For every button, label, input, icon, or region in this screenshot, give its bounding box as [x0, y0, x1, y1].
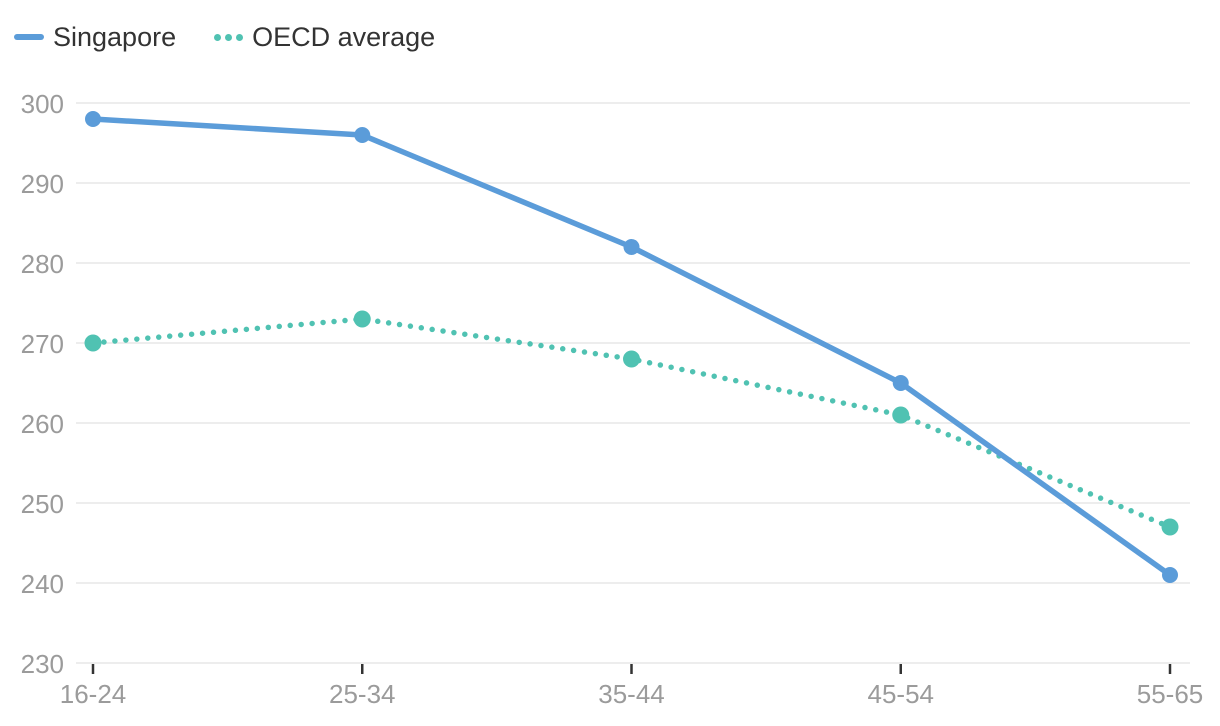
series-line-singapore — [90, 116, 1173, 578]
series-line-oecd-average — [90, 316, 1173, 530]
y-axis-label: 260 — [21, 409, 64, 439]
x-axis-label: 25-34 — [329, 679, 396, 709]
y-axis-label: 250 — [21, 489, 64, 519]
legend: Singapore OECD average — [14, 20, 435, 54]
legend-item-oecd-average: OECD average — [214, 20, 435, 54]
data-point-oecd-average — [84, 334, 102, 352]
data-point-singapore — [354, 127, 371, 143]
y-axis-label: 280 — [21, 249, 64, 279]
data-point-singapore — [623, 239, 640, 255]
y-axis-label: 240 — [21, 569, 64, 599]
data-point-oecd-average — [623, 350, 640, 368]
data-point-singapore — [85, 111, 101, 127]
x-axis-label: 45-54 — [868, 679, 935, 709]
x-axis-label: 16-24 — [60, 679, 127, 709]
oecd-dots-swatch-icon — [214, 33, 244, 41]
data-point-oecd-average — [1161, 518, 1179, 536]
singapore-line-swatch-icon — [14, 34, 44, 40]
y-axis-label: 300 — [21, 89, 64, 119]
legend-label-oecd-average: OECD average — [252, 22, 436, 52]
y-axis-label: 230 — [21, 649, 64, 679]
data-point-oecd-average — [353, 310, 371, 328]
data-point-singapore — [1162, 567, 1178, 583]
y-axis-label: 270 — [21, 329, 64, 359]
y-axis-label: 290 — [21, 169, 64, 199]
legend-label-singapore: Singapore — [53, 22, 177, 52]
x-axis-label: 55-65 — [1137, 679, 1204, 709]
legend-item-singapore: Singapore — [14, 20, 176, 54]
data-point-oecd-average — [892, 406, 910, 424]
data-point-singapore — [892, 375, 909, 391]
x-axis-label: 35-44 — [598, 679, 665, 709]
